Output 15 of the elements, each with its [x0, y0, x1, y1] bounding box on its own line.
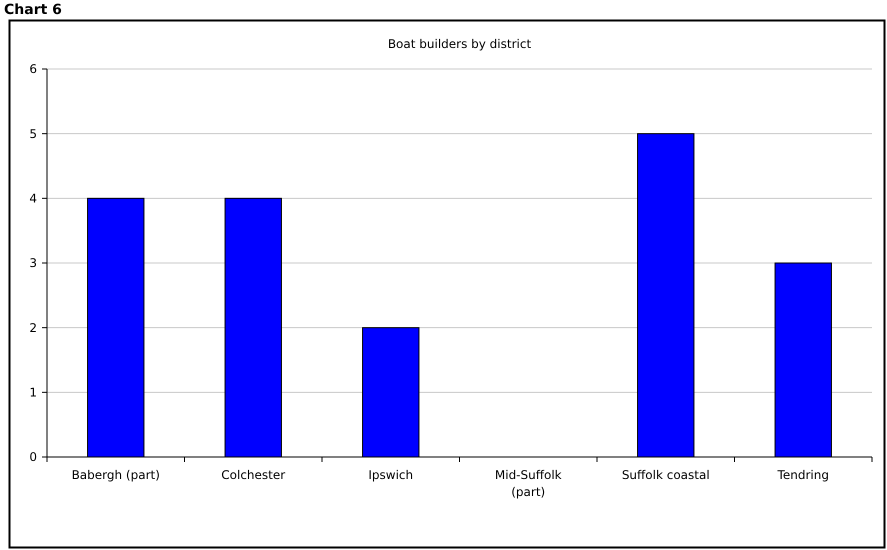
x-tick-label: Babergh (part)	[72, 468, 160, 482]
y-tick-label: 3	[29, 256, 37, 270]
caption: Chart 6	[4, 2, 62, 18]
y-tick-label: 5	[29, 126, 37, 141]
y-tick-label: 2	[29, 320, 37, 335]
chart-title: Boat builders by district	[388, 37, 532, 51]
x-tick-label: Suffolk coastal	[622, 468, 710, 482]
y-tick-label: 6	[29, 62, 37, 76]
x-tick-label: Tendring	[776, 468, 829, 482]
y-tick-label: 4	[29, 192, 37, 206]
x-tick-label: Colchester	[221, 468, 286, 482]
x-tick-label: Ipswich	[368, 468, 414, 482]
y-tick-label: 1	[29, 386, 37, 400]
y-tick-label: 0	[29, 450, 37, 464]
x-tick-label: Mid-Suffolk (part)	[494, 468, 562, 499]
